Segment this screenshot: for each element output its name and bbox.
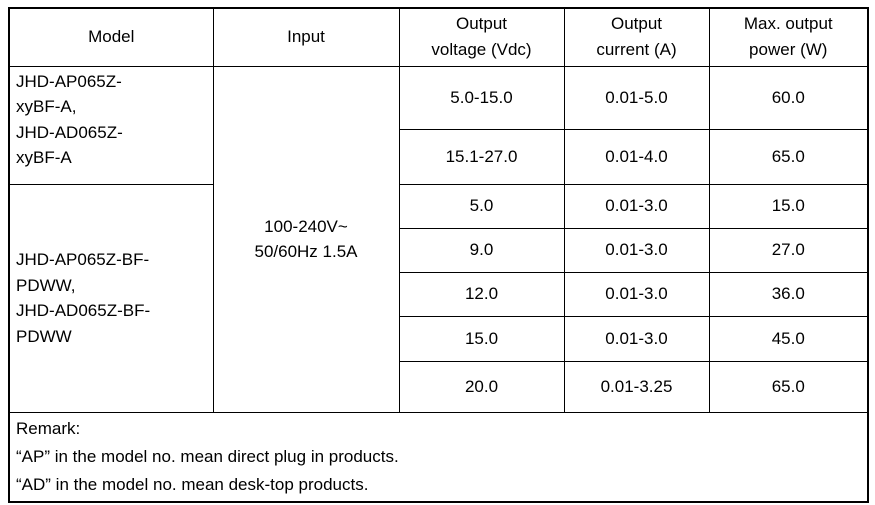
power-cell: 45.0 [708,315,869,362]
voltage-cell: 5.0 [398,183,565,229]
current-cell: 0.01-3.0 [563,183,710,229]
voltage-cell: 9.0 [398,227,565,273]
table-row: 9.0 0.01-3.0 27.0 [9,227,869,273]
power-spec-table: Model Input Output voltage (Vdc) Output … [8,7,869,503]
voltage-cell: 20.0 [398,360,565,413]
model-cell-group2: JHD-AP065Z-BF- PDWW, JHD-AD065Z-BF- PDWW [8,183,214,413]
table-row: JHD-AP065Z-BF- PDWW, JHD-AD065Z-BF- PDWW… [8,183,869,413]
header-row: Model Input Output voltage (Vdc) Output … [8,7,869,67]
power-cell: 36.0 [708,271,869,317]
remark-section: Remark: “AP” in the model no. mean direc… [8,411,869,503]
power-cell: 65.0 [708,128,869,185]
voltage-cell: 5.0-15.0 [398,65,565,130]
power-cell: 27.0 [708,227,869,273]
current-cell: 0.01-3.0 [563,227,710,273]
col-header-power: Max. output power (W) [708,7,869,67]
table-row: 20.0 0.01-3.25 65.0 [9,360,869,413]
current-cell: 0.01-4.0 [563,128,710,185]
remark-line: “AP” in the model no. mean direct plug i… [16,446,399,466]
table-row: JHD-AP065Z- xyBF-A, JHD-AD065Z- xyBF-A 1… [8,65,869,413]
current-cell: 0.01-3.25 [563,360,710,413]
col-header-model: Model [8,7,214,67]
table-row: 15.0 0.01-3.0 45.0 [9,315,869,362]
model-cell-group1: JHD-AP065Z- xyBF-A, JHD-AD065Z- xyBF-A [8,65,214,185]
current-cell: 0.01-3.0 [563,315,710,362]
remark-line: “AD” in the model no. mean desk-top prod… [16,474,369,494]
col-header-input: Input [212,7,400,67]
power-cell: 15.0 [708,183,869,229]
voltage-cell: 15.1-27.0 [398,128,565,185]
current-cell: 0.01-5.0 [563,65,710,130]
voltage-cell: 12.0 [398,271,565,317]
power-cell: 60.0 [708,65,869,130]
table-row: 12.0 0.01-3.0 36.0 [9,271,869,317]
power-cell: 65.0 [708,360,869,413]
table-row: 15.1-27.0 0.01-4.0 65.0 [9,128,869,185]
current-cell: 0.01-3.0 [563,271,710,317]
remark-row: Remark: “AP” in the model no. mean direc… [8,411,869,503]
voltage-cell: 15.0 [398,315,565,362]
input-cell: 100-240V~ 50/60Hz 1.5A [212,65,400,413]
col-header-current: Output current (A) [563,7,710,67]
col-header-voltage: Output voltage (Vdc) [398,7,565,67]
remark-title: Remark: [16,418,81,438]
